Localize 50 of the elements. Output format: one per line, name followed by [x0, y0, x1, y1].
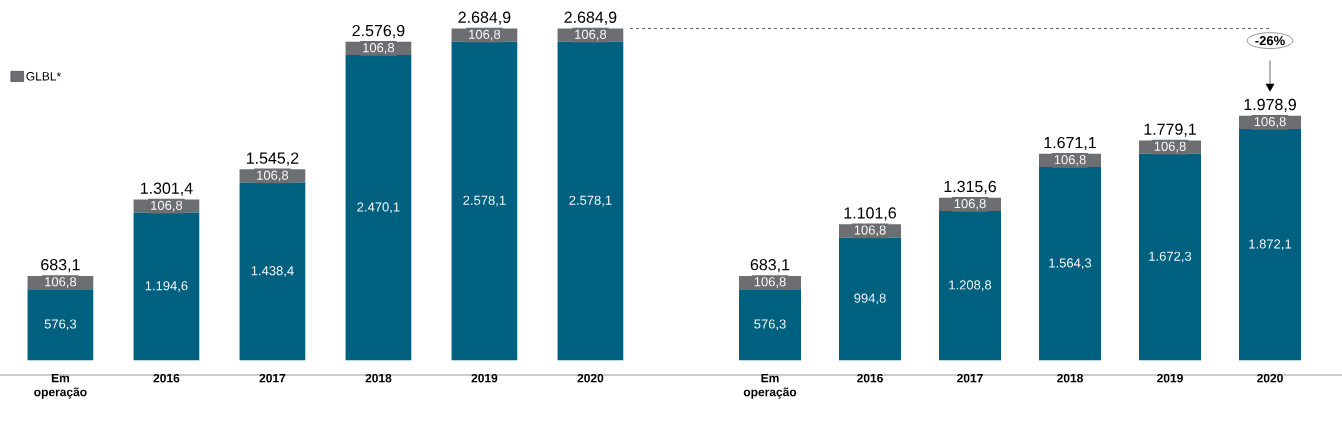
data-label: 576,3 [44, 319, 77, 331]
total-label: 1.545,2 [246, 152, 299, 166]
total-label: 1.671,1 [1044, 136, 1096, 151]
data-label: 106,8 [1254, 117, 1286, 128]
data-label: 106,8 [1154, 141, 1186, 153]
data-label: 1.208,8 [949, 280, 992, 292]
total-label: 2.684,9 [564, 11, 617, 25]
data-label: 106,8 [954, 198, 986, 210]
data-label: 576,3 [754, 319, 786, 331]
data-label: 106,8 [754, 277, 786, 288]
data-label: 106,8 [151, 200, 183, 212]
data-label: 106,8 [469, 29, 501, 41]
data-label: 106,8 [45, 277, 77, 288]
data-label: 2.578,1 [569, 195, 612, 207]
data-label: 106,8 [257, 170, 289, 182]
total-label: 683,1 [750, 259, 790, 273]
data-label: 1.872,1 [1249, 239, 1292, 251]
data-label: 106,8 [575, 29, 607, 41]
x-tick-label: 2019 [1157, 373, 1183, 383]
x-tick-label: 2020 [1257, 373, 1283, 383]
x-tick-label: 2016 [153, 373, 180, 383]
x-tick-label: 2020 [577, 373, 604, 383]
total-label: 2.576,9 [352, 24, 405, 39]
x-tick-label: Em operação [34, 373, 87, 399]
x-tick-label: Em operação [743, 373, 797, 399]
total-label: 1.301,4 [140, 182, 193, 196]
total-label: 1.779,1 [1144, 123, 1196, 137]
data-label: 1.672,3 [1149, 251, 1192, 263]
total-label: 1.315,6 [944, 180, 996, 195]
text: -26% [1255, 36, 1285, 46]
x-tick-label: 2016 [857, 373, 883, 383]
total-label: 1.978,9 [1244, 98, 1296, 113]
data-label: 106,8 [363, 43, 395, 54]
x-tick-label: 2018 [1057, 373, 1083, 383]
data-label: 1.194,6 [145, 281, 188, 292]
data-label: 106,8 [854, 225, 886, 237]
data-label: 106,8 [1054, 155, 1086, 166]
legend-label: GLBL* [26, 72, 61, 81]
data-label: 1.438,4 [251, 266, 294, 277]
total-label: 683,1 [41, 259, 80, 273]
data-label: 2.578,1 [463, 195, 506, 207]
total-label: 2.684,9 [458, 11, 511, 25]
data-label: 2.470,1 [357, 202, 400, 214]
x-tick-label: 2019 [471, 373, 498, 383]
x-tick-label: 2018 [365, 373, 392, 383]
x-tick-label: 2017 [957, 373, 983, 383]
total-label: 1.101,6 [844, 207, 896, 221]
data-label: 1.564,3 [1049, 258, 1092, 270]
data-label: 994,8 [854, 293, 886, 305]
x-tick-label: 2017 [259, 373, 286, 383]
